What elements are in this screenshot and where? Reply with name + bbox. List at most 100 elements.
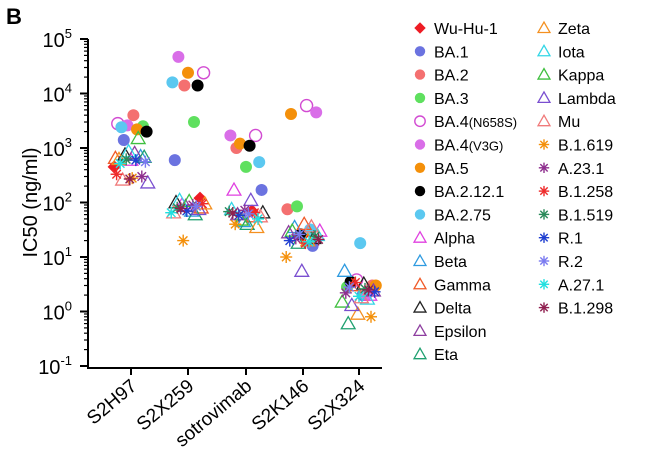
data-point: [139, 174, 156, 189]
data-point: [129, 154, 142, 167]
data-point: [226, 207, 239, 220]
legend-marker: [414, 162, 426, 173]
legend-marker: [538, 209, 550, 220]
star-stroke: [121, 154, 131, 165]
star-stroke: [224, 206, 234, 217]
data-point: [349, 305, 366, 320]
legend-marker: [538, 139, 550, 150]
legend-item: A.23.1: [538, 161, 604, 178]
legend-marker: [536, 67, 552, 80]
star-stroke: [131, 155, 141, 165]
legend-label: R.1: [558, 231, 583, 248]
star-stroke: [363, 285, 374, 295]
legend-item: Kappa: [536, 67, 604, 85]
legend-marker: [414, 139, 426, 150]
data-point: [172, 50, 185, 63]
y-axis-title: IC50 (ng/ml): [20, 147, 42, 257]
legend-marker: [536, 90, 552, 104]
legend-marker: [538, 255, 550, 267]
data-point: [343, 297, 360, 312]
legend-item: BA.3: [414, 91, 469, 108]
legend-item: BA.5: [414, 161, 469, 178]
star-stroke: [249, 207, 260, 218]
legend-label: BA.2: [434, 68, 469, 85]
legend-marker: [412, 230, 428, 243]
data-point: [166, 76, 179, 89]
legend-item: Wu-Hu-1: [414, 21, 498, 38]
legend-item: Gamma: [412, 277, 491, 294]
panel-letter: B: [6, 4, 22, 29]
legend-item: Zeta: [536, 20, 590, 38]
y-tick-label: 101: [43, 244, 72, 270]
data-point: [123, 172, 136, 185]
legend-marker: [414, 185, 426, 197]
legend-marker: [538, 302, 550, 313]
data-point: [336, 262, 353, 277]
y-tick-label: 102: [43, 190, 72, 216]
legend-item: Lambda: [536, 90, 616, 108]
legend-marker: [536, 113, 552, 127]
data-point: [131, 123, 143, 136]
legend: Wu-Hu-1 BA.1 BA.2 BA.3 BA.4(N658S) BA.4(V3G) B…: [412, 20, 616, 364]
data-point: [281, 203, 294, 216]
star-stroke: [178, 235, 188, 246]
data-point: [229, 218, 242, 231]
x-tick-label: S2X324: [304, 375, 370, 435]
legend-label: Zeta: [558, 21, 590, 38]
legend-label: Lambda: [558, 91, 616, 108]
data-point: [115, 121, 128, 134]
legend-marker: [414, 22, 426, 34]
legend-label: BA.2.75: [434, 207, 491, 224]
data-point: [190, 200, 203, 213]
legend-marker: [536, 44, 552, 57]
legend-marker: [414, 209, 426, 220]
data-point: [120, 153, 133, 166]
star-stroke: [115, 158, 125, 169]
data-point: [178, 79, 191, 92]
star-stroke: [137, 171, 147, 182]
data-point: [234, 137, 246, 150]
data-point: [114, 157, 127, 170]
data-point: [191, 79, 204, 92]
legend-marker: [414, 46, 426, 57]
data-point: [253, 156, 266, 169]
legend-label: B.1.519: [558, 207, 613, 224]
star-stroke: [166, 207, 176, 218]
x-tick-label: S2K146: [248, 376, 313, 436]
legend-item: Delta: [412, 300, 471, 318]
legend-item: B.1.298: [538, 301, 613, 318]
star-stroke: [285, 235, 295, 246]
legend-item: R.1: [538, 231, 583, 248]
data-point: [280, 224, 297, 239]
star-stroke: [140, 156, 151, 167]
legend-marker: [536, 20, 552, 34]
data-point: [182, 66, 194, 79]
star-stroke: [539, 210, 549, 219]
star-stroke: [539, 303, 549, 312]
star-stroke: [281, 252, 291, 262]
legend-label: Epsilon: [434, 324, 486, 341]
data-point: [285, 108, 297, 121]
data-point: [303, 235, 315, 248]
legend-marker: [414, 115, 426, 128]
legend-item: BA.2: [414, 68, 469, 85]
data-point: [365, 310, 377, 323]
legend-label: Gamma: [434, 277, 491, 294]
data-point: [340, 315, 357, 330]
data-point: [353, 290, 365, 303]
legend-label: Iota: [558, 44, 585, 61]
y-tick-label: 104: [43, 81, 72, 107]
data-point: [290, 234, 307, 249]
data-point: [252, 212, 264, 225]
legend-label: BA.1: [434, 44, 469, 61]
star-stroke: [350, 277, 361, 288]
data-point: [168, 154, 181, 167]
data-point: [354, 237, 367, 250]
star-stroke: [230, 219, 240, 229]
star-stroke: [182, 206, 192, 216]
data-point: [255, 183, 268, 196]
legend-label: BA.4(V3G): [434, 138, 503, 155]
star-stroke: [539, 256, 549, 266]
star-stroke: [369, 287, 380, 297]
